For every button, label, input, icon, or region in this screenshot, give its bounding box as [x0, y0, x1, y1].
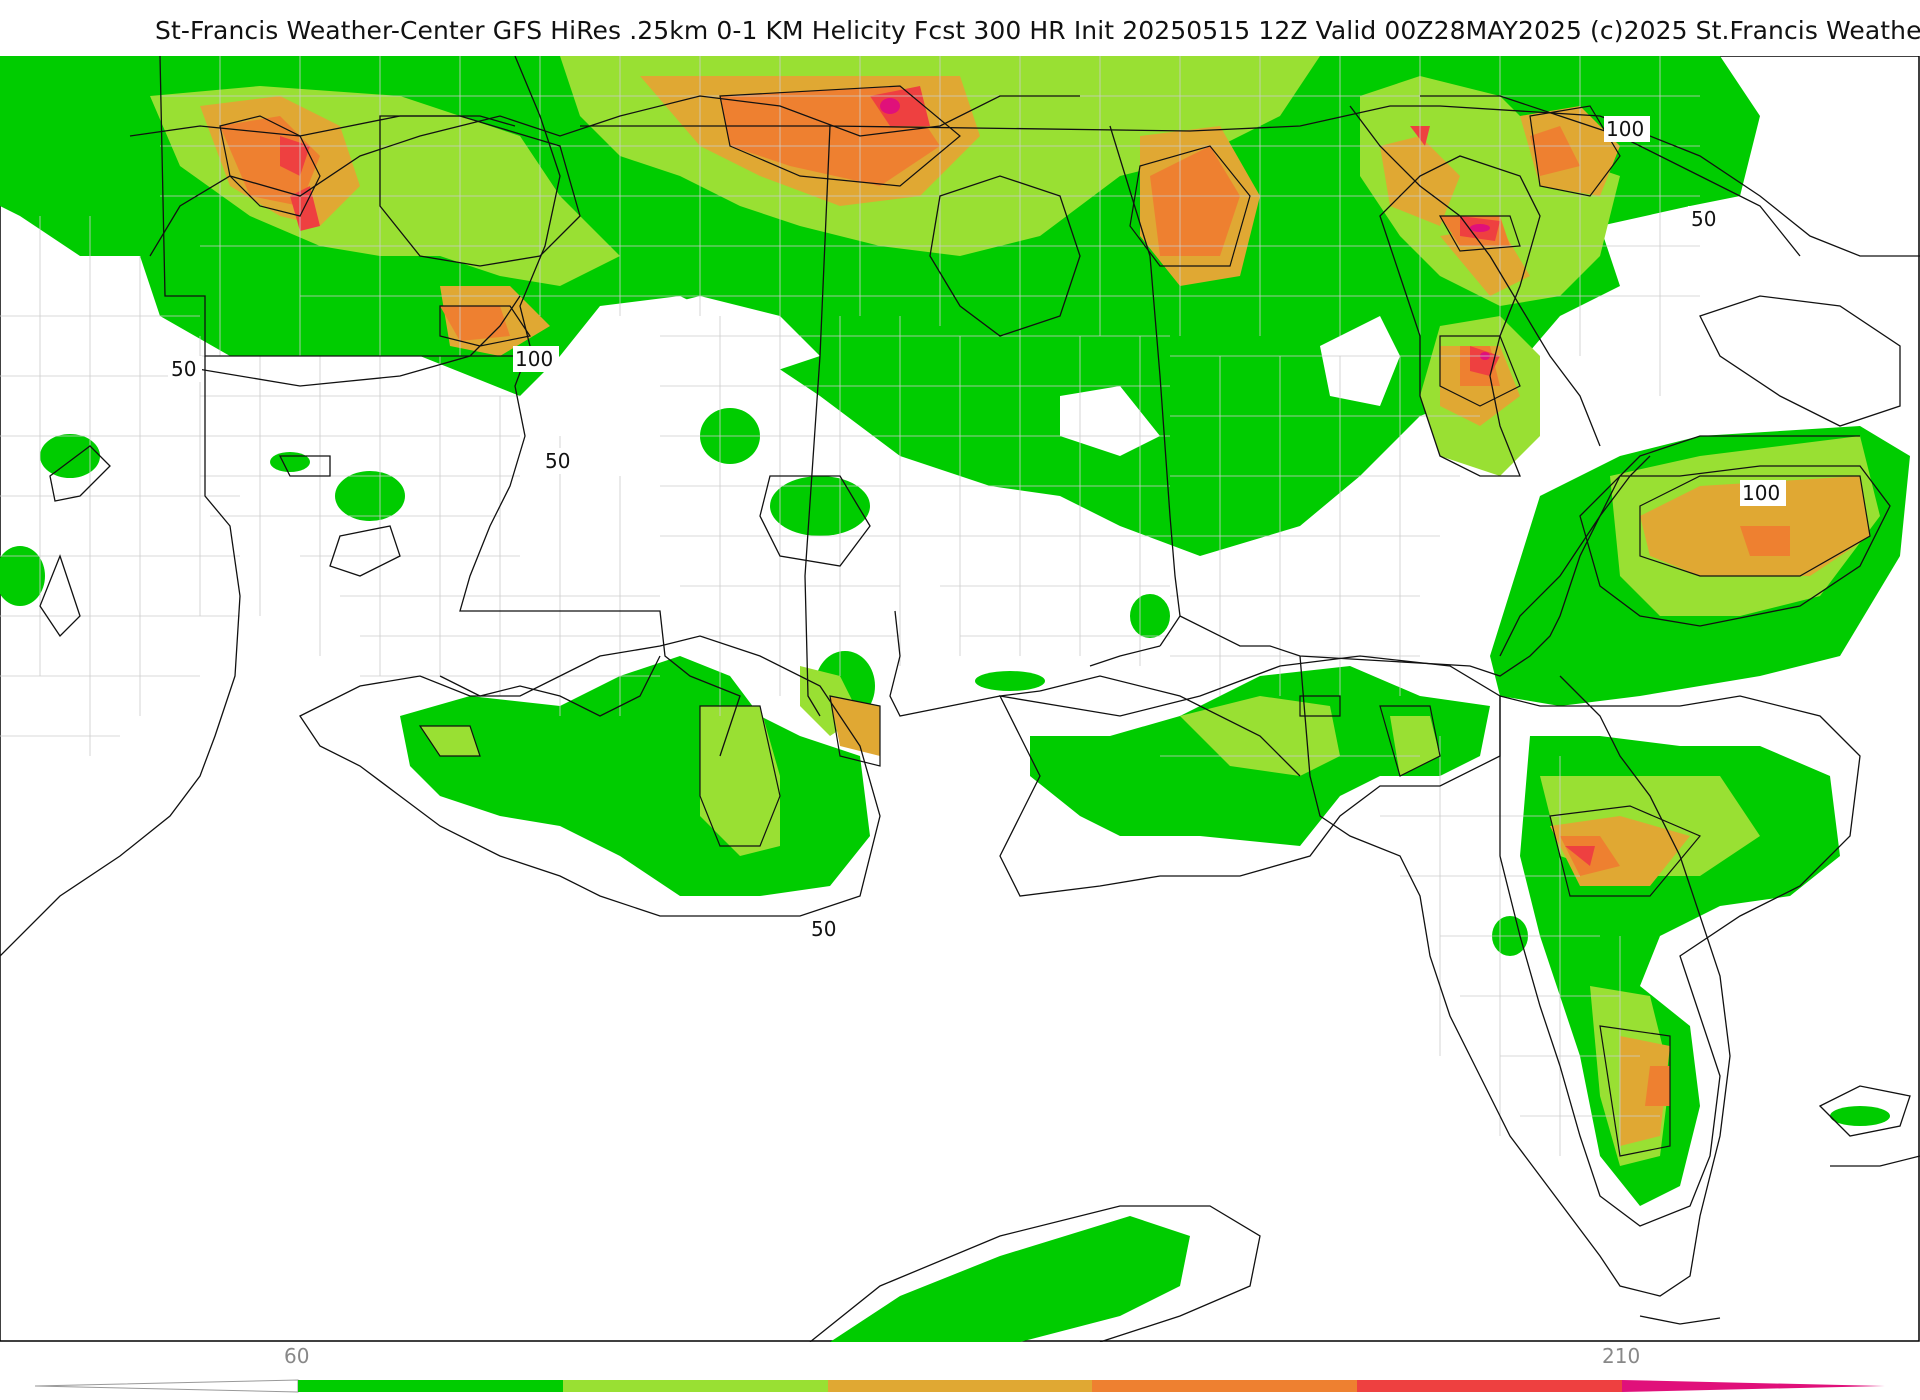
legend-tick-60: 60: [284, 1344, 310, 1368]
contour-label: 100: [1742, 481, 1780, 505]
helicity-map: 50 100 50 100 50 100 50: [0, 55, 1920, 1343]
contour-label: 50: [811, 917, 836, 941]
chart-title: St-Francis Weather-Center GFS HiRes .25k…: [155, 16, 1920, 45]
chart-header: St-Francis Weather-Center GFS HiRes .25k…: [0, 12, 1920, 56]
legend-bar: [34, 1379, 1885, 1393]
legend-segment: [563, 1380, 828, 1392]
legend-low-arrow: [34, 1379, 299, 1393]
legend-segment: [1092, 1380, 1357, 1392]
legend-high-arrow: [1622, 1380, 1885, 1392]
contour-label: 50: [171, 357, 196, 381]
helicity-contours-inner: [219, 85, 1871, 1157]
helicity-contours: [39, 95, 1920, 1343]
contour-label: 100: [1606, 117, 1644, 141]
state-boundaries: [0, 55, 1920, 1325]
legend-tick-210: 210: [1602, 1344, 1641, 1368]
legend-segment: [298, 1380, 563, 1392]
legend-segment: [1357, 1380, 1622, 1392]
contour-label: 50: [545, 449, 570, 473]
color-legend: 60 210: [0, 1342, 1920, 1400]
contour-labels: 50 100 50 100 50 100 50: [168, 116, 1786, 942]
contour-label: 50: [1691, 207, 1716, 231]
legend-segment: [828, 1380, 1092, 1392]
map-svg: 50 100 50 100 50 100 50: [0, 55, 1920, 1343]
contour-label: 100: [515, 347, 553, 371]
